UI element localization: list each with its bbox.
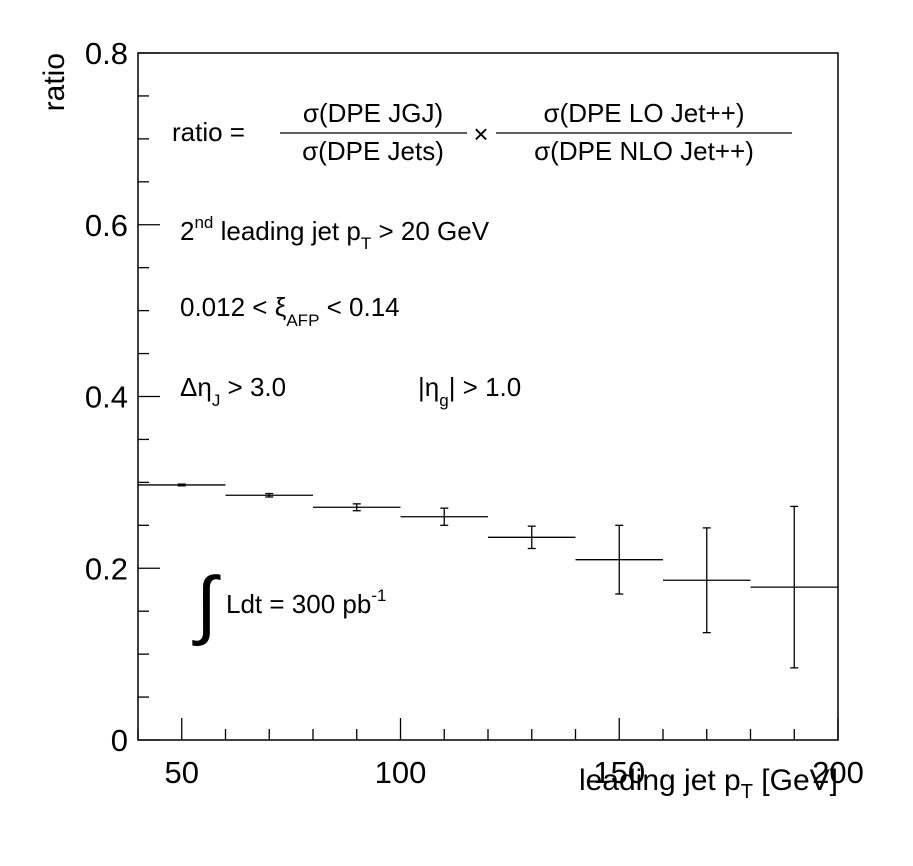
formula-numerator: σ(DPE JGJ)	[303, 98, 443, 128]
text: > 3.0	[220, 372, 286, 402]
text: | > 1.0	[449, 372, 522, 402]
superscript: -1	[371, 586, 386, 605]
x-tick-label: 200	[812, 755, 864, 790]
y-tick-label: 0.4	[85, 380, 128, 415]
formula-numerator: σ(DPE LO Jet++)	[543, 98, 744, 128]
annotation: Ldt = 300 pb-1	[226, 586, 386, 619]
y-tick-label: 0.2	[85, 551, 128, 586]
text: Δη	[180, 372, 212, 402]
integral-sign: ∫	[192, 562, 221, 647]
annotation: ΔηJ > 3.0	[180, 372, 286, 410]
text: 2	[180, 216, 194, 246]
annotation: |ηg| > 1.0	[418, 372, 521, 410]
formula-times: ×	[473, 119, 488, 149]
superscript: nd	[194, 213, 213, 232]
x-tick-label: 150	[593, 755, 645, 790]
subscript: g	[439, 391, 448, 410]
x-axis-label: leading jet pT [GeV]	[579, 764, 838, 803]
subscript: AFP	[286, 311, 319, 330]
text: leading jet p	[213, 216, 360, 246]
x-tick-label: 50	[165, 755, 199, 790]
text: |η	[418, 372, 439, 402]
x-label-sub: T	[741, 781, 753, 803]
formula-lhs: ratio =	[172, 117, 245, 147]
subscript: J	[212, 391, 221, 410]
text: < 0.14	[319, 292, 399, 322]
y-axis-label: ratio	[38, 53, 71, 111]
text: Ldt = 300 pb	[226, 589, 371, 619]
x-label-rest: [GeV]	[753, 764, 838, 797]
x-tick-label: 100	[375, 755, 427, 790]
text: > 20 GeV	[371, 216, 489, 246]
formula-denominator: σ(DPE NLO Jet++)	[534, 136, 754, 166]
annotation: 0.012 < ξAFP < 0.14	[180, 292, 400, 330]
annotation: 2nd leading jet pT > 20 GeV	[180, 213, 490, 253]
x-label-main: leading jet p	[579, 764, 741, 797]
y-tick-label: 0	[111, 723, 128, 758]
y-tick-label: 0.8	[85, 36, 128, 71]
formula-denominator: σ(DPE Jets)	[302, 136, 444, 166]
formula: ratio = σ(DPE JGJ) σ(DPE Jets) × σ(DPE L…	[172, 98, 792, 166]
text: 0.012 < ξ	[180, 292, 287, 322]
y-tick-label: 0.6	[85, 208, 128, 243]
subscript: T	[361, 234, 371, 253]
